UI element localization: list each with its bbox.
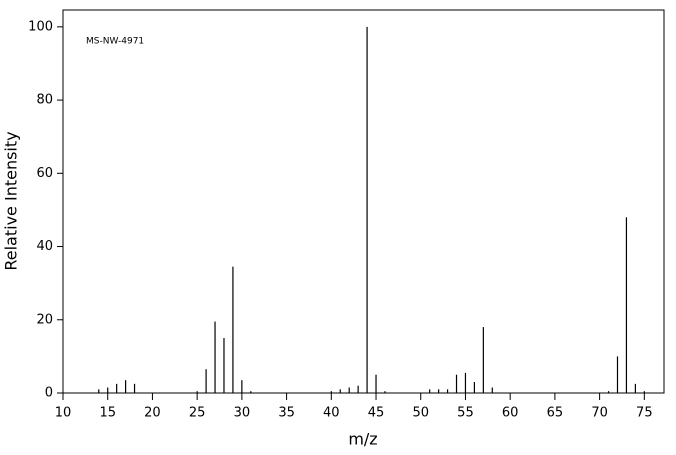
y-tick-label: 80 [36, 93, 53, 108]
x-tick-label: 40 [323, 406, 340, 421]
y-tick-label: 100 [28, 19, 53, 34]
y-tick-label: 0 [45, 386, 53, 401]
x-tick-label: 35 [278, 406, 295, 421]
x-tick-label: 10 [55, 406, 72, 421]
y-tick-label: 40 [36, 239, 53, 254]
y-tick-label: 60 [36, 166, 53, 181]
x-tick-label: 45 [368, 406, 385, 421]
annotation: MS-NW-4971 [86, 37, 144, 47]
x-tick-label: 20 [144, 406, 161, 421]
x-tick-label: 65 [547, 406, 564, 421]
y-tick-label: 20 [36, 312, 53, 327]
y-axis-label: Relative Intensity [2, 131, 21, 270]
x-tick-label: 15 [99, 406, 116, 421]
x-tick-label: 75 [636, 406, 653, 421]
x-axis-label: m/z [348, 430, 377, 449]
x-tick-label: 55 [457, 406, 474, 421]
x-tick-label: 70 [591, 406, 608, 421]
x-tick-label: 50 [412, 406, 429, 421]
x-tick-label: 60 [502, 406, 519, 421]
x-tick-label: 25 [189, 406, 206, 421]
x-tick-label: 30 [234, 406, 251, 421]
plot-frame [62, 9, 665, 394]
